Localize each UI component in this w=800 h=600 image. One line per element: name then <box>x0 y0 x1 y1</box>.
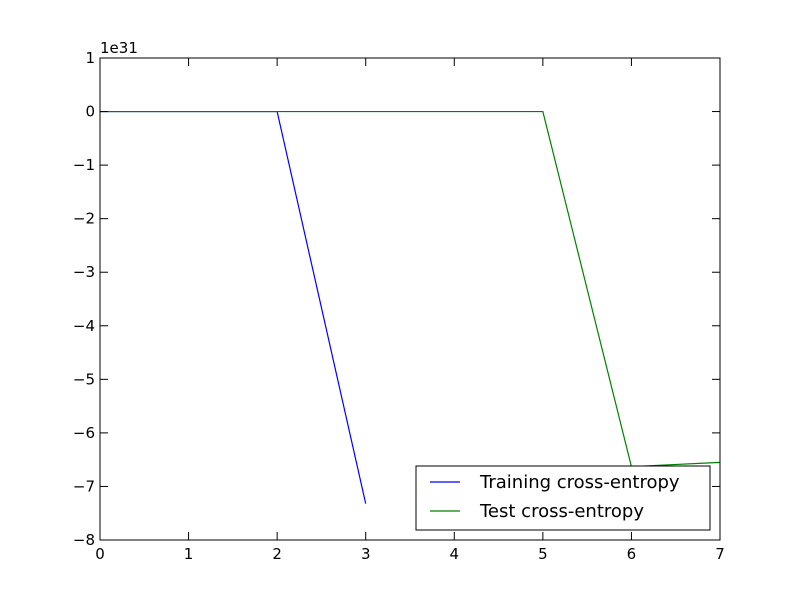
y-tick-label: −4 <box>73 317 95 335</box>
x-tick-label: 2 <box>272 545 282 563</box>
y-tick-label: −2 <box>73 210 95 228</box>
y-tick-label: −8 <box>73 531 95 549</box>
series-layer <box>100 110 721 504</box>
y-tick-label: 0 <box>85 103 95 121</box>
legend: Training cross-entropy Test cross-entropy <box>415 465 711 531</box>
x-tick-label: 0 <box>95 545 105 563</box>
y-tick-label: −6 <box>73 424 95 442</box>
y-tick-label: −1 <box>73 156 95 174</box>
ticks-layer: 0 1 2 3 4 5 6 7 1 0 −1 −2 −3 −4 −5 −6 −7 −8 <box>73 49 725 563</box>
legend-label-1: Training cross-entropy <box>479 472 680 493</box>
x-tick-label: 6 <box>627 545 637 563</box>
y-tick-label: −5 <box>73 370 95 388</box>
y-tick-label: −3 <box>73 263 95 281</box>
legend-label-2: Test cross-entropy <box>479 501 644 522</box>
y-tick-label: 1 <box>85 49 95 67</box>
legend-box <box>415 465 711 531</box>
x-tick-label: 7 <box>715 545 725 563</box>
x-tick-label: 3 <box>361 545 371 563</box>
y-offset-label: 1e31 <box>100 39 138 57</box>
plot-frame <box>99 57 721 541</box>
y-tick-label: −7 <box>73 477 95 495</box>
x-tick-label: 1 <box>184 545 194 563</box>
series-line-2 <box>100 110 721 468</box>
x-tick-label: 5 <box>538 545 548 563</box>
x-tick-label: 4 <box>450 545 460 563</box>
